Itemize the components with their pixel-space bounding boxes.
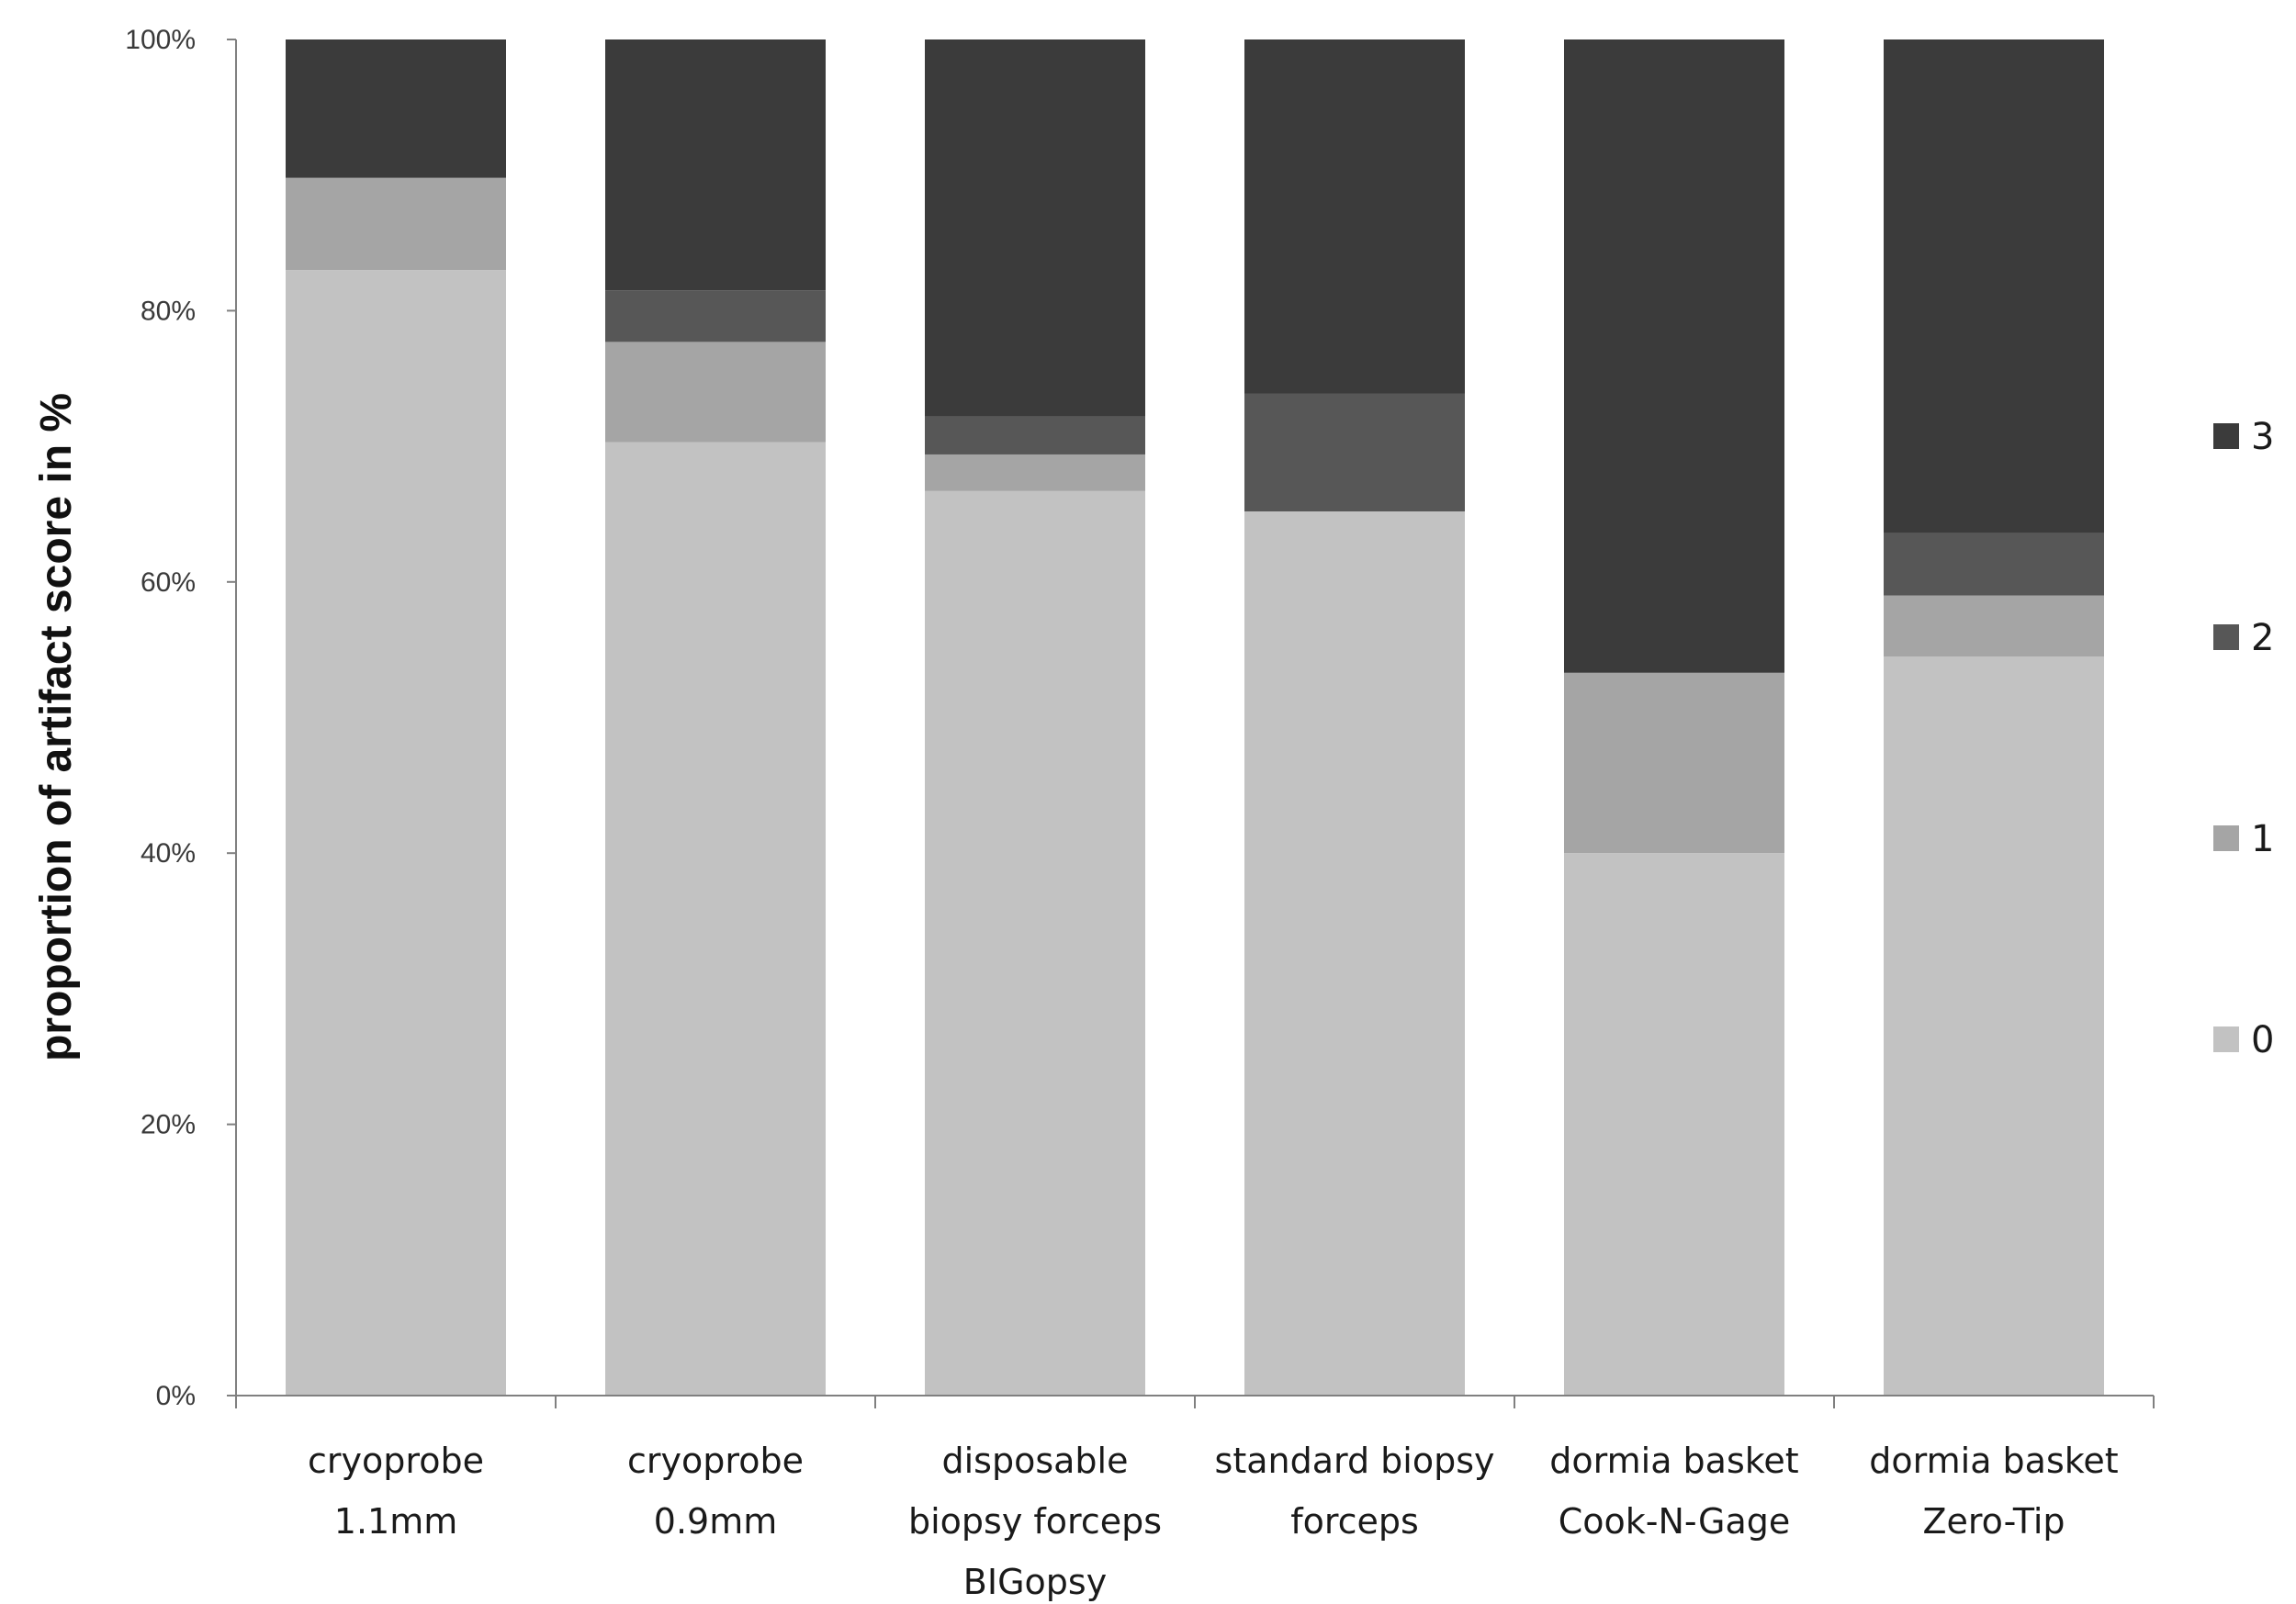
y-axis-ticks: 0% 20% 40% 60% 80% 100% [125,25,236,1411]
bar-segment-score-0 [1564,853,1784,1396]
x-category-label-line: dormia basket [1869,1441,2118,1481]
legend-swatch-score-2 [2213,624,2239,650]
bar-segment-score-1 [286,177,506,271]
axes [235,39,2155,1408]
x-category-label: standard biopsy forceps [1215,1441,1495,1542]
bar-segment-score-1 [605,342,826,443]
bar-segment-score-0 [925,490,1145,1396]
x-category-label: cryoprobe 0.9mm [627,1441,804,1542]
x-category-label-line: BIGopsy [963,1562,1107,1602]
bar-segment-score-3 [1244,39,1465,394]
bar-segment-score-3 [1884,39,2104,533]
legend-swatch-score-0 [2213,1026,2239,1052]
y-tick-label: 80% [141,296,196,326]
y-tick-label: 20% [141,1110,196,1140]
x-category-label-line: cryoprobe [627,1441,804,1481]
x-category-label-line: standard biopsy [1215,1441,1495,1481]
legend-swatch-score-1 [2213,825,2239,851]
x-axis-category-labels: cryoprobe 1.1mm cryoprobe 0.9mm disposable bi… [308,1441,2119,1602]
legend-label-score-1: 1 [2251,818,2274,860]
bar-segment-score-2 [925,416,1145,454]
x-category-label-line: forceps [1290,1501,1419,1542]
x-category-label-line: dormia basket [1549,1441,1798,1481]
y-tick-label: 100% [125,25,196,55]
bar-segment-score-1 [1884,595,2104,657]
y-axis-title: proportion of artifact score in % [32,393,81,1061]
bar-segment-score-0 [1244,510,1465,1396]
bar-segment-score-3 [286,39,506,178]
x-category-label-line: biopsy forceps [908,1501,1162,1542]
x-category-label-line: cryoprobe [308,1441,484,1481]
bar-segment-score-3 [925,39,1145,417]
bar-segment-score-2 [605,290,826,342]
x-category-label-line: 1.1mm [334,1501,457,1542]
legend-label-score-2: 2 [2251,617,2274,659]
bar-segment-score-1 [1564,672,1784,854]
legend: 3 2 1 0 [2213,416,2274,1061]
bar-segment-score-3 [1564,39,1784,673]
x-category-label: dormia basket Zero-Tip [1869,1441,2118,1542]
x-category-label-line: disposable [942,1441,1129,1481]
bar-group [286,39,2104,1396]
y-tick-label: 60% [141,567,196,598]
x-category-label-line: Zero-Tip [1922,1501,2065,1542]
bar-segment-score-1 [925,454,1145,491]
x-category-label: dormia basket Cook-N-Gage [1549,1441,1798,1542]
bar-segment-score-0 [286,270,506,1396]
x-category-label-line: 0.9mm [654,1501,777,1542]
x-category-label: disposable biopsy forceps BIGopsy [908,1441,1162,1602]
bar-segment-score-3 [605,39,826,291]
y-tick-label: 40% [141,838,196,869]
bar-segment-score-0 [605,442,826,1396]
legend-label-score-3: 3 [2251,416,2274,458]
bar-segment-score-2 [1244,393,1465,511]
bar-segment-score-0 [1884,656,2104,1396]
x-category-label-line: Cook-N-Gage [1559,1501,1791,1542]
bar-segment-score-2 [1884,533,2104,596]
legend-label-score-0: 0 [2251,1019,2274,1061]
legend-swatch-score-3 [2213,423,2239,449]
y-tick-label: 0% [156,1381,196,1411]
x-category-label: cryoprobe 1.1mm [308,1441,484,1542]
